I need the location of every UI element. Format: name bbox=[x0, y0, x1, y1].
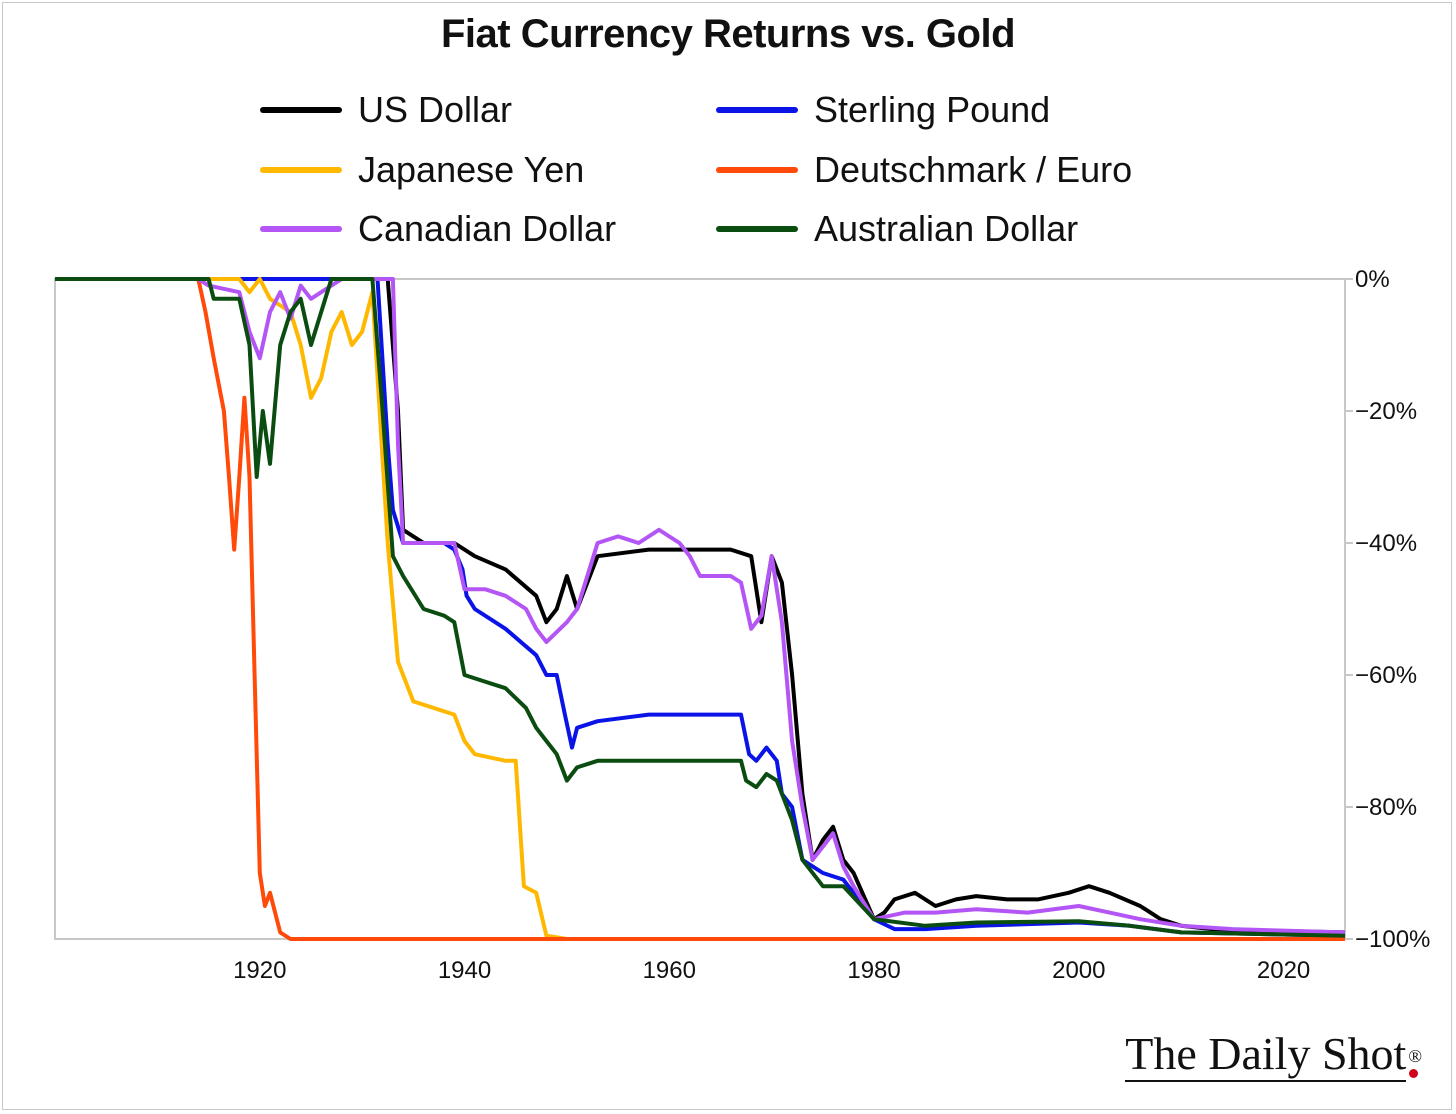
legend-swatch-canadian-dollar bbox=[260, 226, 342, 232]
x-axis: 1920 1940 1960 1980 2000 2020 bbox=[233, 957, 1310, 984]
brand-logo: The Daily Shot ® bbox=[1125, 1029, 1422, 1083]
x-tick-label: 1960 bbox=[643, 957, 696, 984]
legend-item-sterling-pound: Sterling Pound bbox=[716, 85, 1050, 135]
legend-item-australian-dollar: Australian Dollar bbox=[716, 204, 1078, 254]
legend-label-deutschmark-euro: Deutschmark / Euro bbox=[814, 149, 1133, 190]
series-line-canadian-dollar bbox=[55, 277, 1346, 935]
x-tick-label: 1940 bbox=[438, 957, 491, 984]
legend-label-japanese-yen: Japanese Yen bbox=[358, 149, 585, 190]
y-tick-label: −40% bbox=[1355, 530, 1417, 557]
legend-item-japanese-yen: Japanese Yen bbox=[260, 145, 584, 195]
y-tick-label: −100% bbox=[1355, 926, 1430, 953]
legend-label-canadian-dollar: Canadian Dollar bbox=[358, 208, 617, 249]
y-tick-label: −80% bbox=[1355, 794, 1417, 821]
x-tick-label: 2020 bbox=[1257, 957, 1310, 984]
x-tick-label: 1980 bbox=[847, 957, 900, 984]
x-tick-label: 2000 bbox=[1052, 957, 1105, 984]
legend-item-deutschmark-euro: Deutschmark / Euro bbox=[716, 145, 1132, 195]
legend-swatch-sterling-pound bbox=[716, 107, 798, 113]
y-axis: 0% −20% −40% −60% −80% −100% bbox=[1345, 266, 1430, 953]
legend-swatch-deutschmark-euro bbox=[716, 167, 798, 173]
y-tick-label: 0% bbox=[1355, 266, 1390, 293]
legend-swatch-japanese-yen bbox=[260, 167, 342, 173]
y-tick-label: −20% bbox=[1355, 398, 1417, 425]
legend-swatch-us-dollar bbox=[260, 107, 342, 113]
legend-swatch-australian-dollar bbox=[716, 226, 798, 232]
legend-label-sterling-pound: Sterling Pound bbox=[814, 89, 1051, 130]
chart-title: Fiat Currency Returns vs. Gold bbox=[440, 12, 1016, 56]
brand-name: The Daily Shot bbox=[1125, 1029, 1407, 1083]
series-layer bbox=[55, 277, 1346, 941]
plot-area bbox=[54, 278, 1346, 940]
series-line-japanese-yen bbox=[55, 277, 1345, 941]
legend-label-australian-dollar: Australian Dollar bbox=[814, 208, 1079, 249]
brand-dot-icon bbox=[1409, 1069, 1418, 1079]
legend-item-canadian-dollar: Canadian Dollar bbox=[260, 204, 616, 254]
legend-item-us-dollar: US Dollar bbox=[260, 85, 512, 135]
series-line-us-dollar bbox=[55, 277, 1346, 935]
legend-label-us-dollar: US Dollar bbox=[358, 89, 513, 130]
series-line-deutschmark-euro bbox=[55, 277, 1345, 941]
series-line-australian-dollar bbox=[55, 277, 1346, 938]
y-tick-label: −60% bbox=[1355, 662, 1417, 689]
x-tick-label: 1920 bbox=[233, 957, 286, 984]
brand-registered-mark: ® bbox=[1408, 1045, 1422, 1066]
series-line-sterling-pound bbox=[55, 277, 1346, 938]
